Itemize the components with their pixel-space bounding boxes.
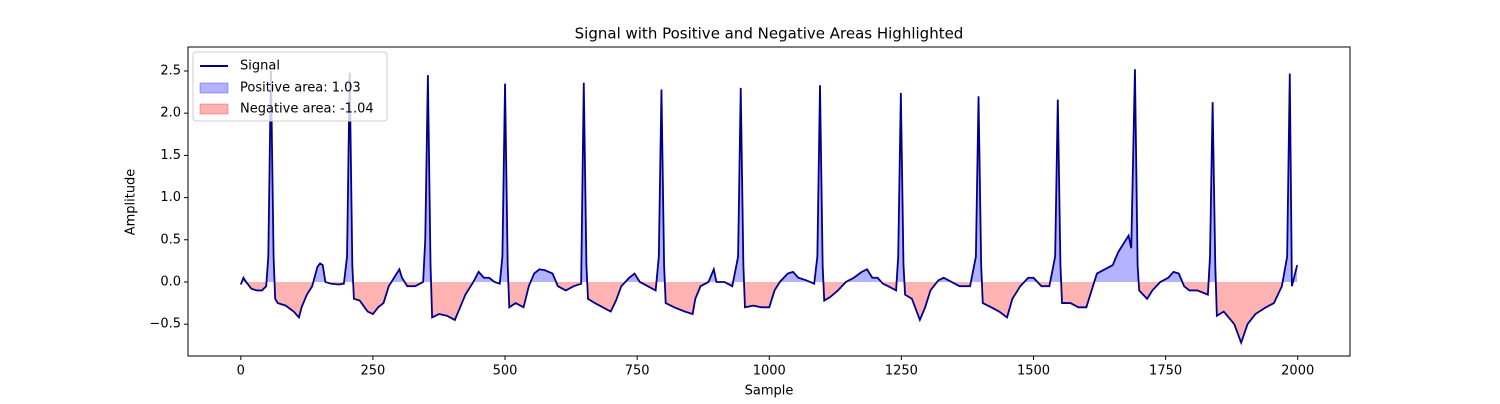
x-tick-label: 750 [625,364,650,379]
signal-line [239,69,1299,346]
legend-swatch [199,82,229,94]
plot-frame [187,46,1351,357]
x-tick-label: 250 [361,364,386,379]
x-tick-label: 1000 [753,364,786,379]
legend-label: Negative area: -1.04 [240,102,374,117]
legend-box [192,51,388,122]
y-axis-label: Amplitude [124,169,139,236]
legend: Signal Positive area: 1.03 Negative area: … [192,51,388,122]
y-tick-label: 0.0 [160,274,181,289]
y-tick-label: 1.5 [160,148,181,163]
x-tick-label: 0 [237,364,245,379]
y-tick-label: −0.5 [149,317,181,332]
fill-area [240,281,1293,343]
x-tick-label: 1500 [1017,364,1050,379]
legend-label: Signal [240,59,280,74]
chart-title: Signal with Positive and Negative Areas … [575,25,964,43]
y-tick-label: 1.0 [160,190,181,205]
x-tick-label: 2000 [1281,364,1314,379]
y-tick-label: 2.0 [160,106,181,121]
y-tick-label: 2.5 [160,63,181,78]
x-axis-label: Sample [745,384,794,399]
y-tick-label: 0.5 [160,232,181,247]
x-tick-label: 1250 [885,364,918,379]
legend-label: Positive area: 1.03 [240,81,361,96]
x-tick-label: 500 [493,364,518,379]
x-tick-label: 1750 [1149,364,1182,379]
legend-swatch [199,103,229,115]
